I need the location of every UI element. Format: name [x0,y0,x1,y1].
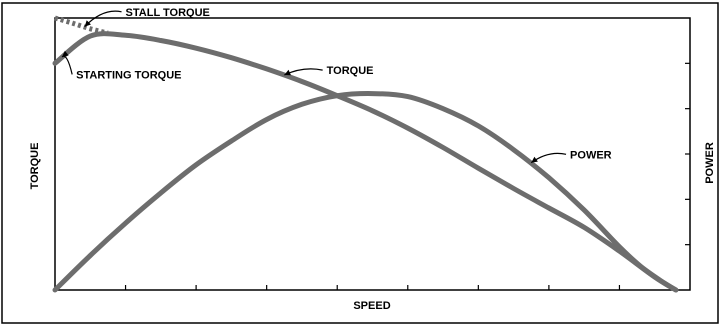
annotation-starting: STARTING TORQUE [76,69,181,81]
stall-torque-curve [54,15,109,36]
outer-frame [1,2,719,324]
y-axis-title-right: POWER [704,142,716,184]
power-curve [52,91,679,293]
chart-annotations: STALL TORQUE STARTING TORQUE TORQUE POWER [61,7,612,164]
x-axis-title: SPEED [353,300,390,312]
annotation-arrowhead-power [531,156,538,163]
y-axis-title-left: TORQUE [29,143,41,190]
torque-curve [52,31,679,293]
annotation-torque: TORQUE [327,65,374,77]
annotation-arrowhead-stall [84,20,91,27]
annotation-stall: STALL TORQUE [126,7,210,19]
annotation-arrowhead-starting [62,50,69,57]
annotation-power: POWER [570,149,612,161]
annotation-arrowhead-torque [284,69,292,76]
chart-curves [52,15,679,293]
axis-ticks [124,62,690,290]
